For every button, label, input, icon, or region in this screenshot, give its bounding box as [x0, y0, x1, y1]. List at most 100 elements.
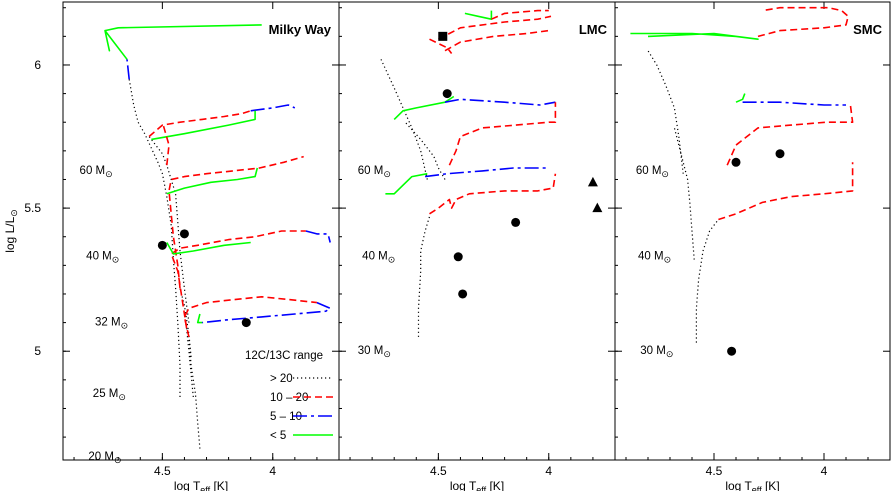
mass-label-text: 60 M — [80, 165, 106, 177]
mass-label-text: 60 M — [358, 165, 384, 177]
track-25-segment — [186, 328, 194, 398]
track-40-segment — [726, 104, 854, 166]
track-30-segment — [417, 216, 431, 337]
panel-title: Milky Way — [269, 22, 332, 37]
mass-label: 30 M⊙ — [640, 345, 673, 359]
legend-entry-label: 5 – 10 — [270, 411, 302, 423]
panel-smc-frame — [614, 1, 891, 461]
data-marker-circle — [453, 252, 463, 262]
track-40-segment — [448, 102, 557, 166]
data-marker-circle — [442, 89, 452, 99]
legend-entry-label: > 20 — [270, 373, 293, 385]
data-marker-circle — [727, 346, 737, 356]
track-40-segment — [673, 127, 695, 260]
data-marker-circle — [241, 318, 251, 328]
track-20-segment — [196, 313, 203, 324]
track-40-segment — [151, 110, 256, 141]
track-25-segment — [166, 241, 251, 255]
track-20-segment — [202, 301, 331, 324]
sun-symbol: ⊙ — [383, 169, 391, 179]
x-tick-label: 4 — [269, 464, 276, 478]
mass-label-text: 32 M — [95, 316, 121, 328]
mass-label: 60 M⊙ — [636, 165, 669, 179]
x-axis-label-main: log T — [174, 479, 201, 491]
mass-label: 60 M⊙ — [358, 165, 391, 179]
track-20-segment — [183, 296, 317, 338]
panel-title: SMC — [853, 22, 883, 37]
track-60-segment — [438, 15, 552, 40]
track-25-segment — [170, 230, 306, 329]
track-60-segment — [104, 24, 262, 60]
track-40-segment — [250, 104, 296, 112]
data-marker-circle — [458, 289, 468, 299]
sun-symbol: ⊙ — [661, 169, 669, 179]
y-axis-label: log L/L⊙ — [3, 209, 19, 253]
mass-label-text: 20 M — [88, 451, 114, 463]
mass-label: 40 M⊙ — [638, 251, 671, 265]
track-60-segment — [757, 6, 849, 38]
sun-symbol: ⊙ — [118, 392, 126, 402]
data-marker-square — [438, 31, 448, 41]
mass-label-text: 25 M — [93, 388, 119, 400]
track-40-segment — [444, 98, 556, 106]
mass-label: 30 M⊙ — [358, 345, 391, 359]
track-30-segment — [385, 172, 428, 195]
track-60-segment — [126, 59, 130, 80]
mass-label: 40 M⊙ — [86, 251, 119, 265]
legend-title: 12C/13C range — [245, 350, 323, 362]
x-axis-label: log Teff [K] — [450, 479, 504, 491]
mass-label: 25 M⊙ — [93, 388, 126, 402]
track-32-segment — [166, 167, 259, 195]
sun-symbol: ⊙ — [666, 349, 674, 359]
legend: 12C/13C range > 20 10 – 20 5 – 10 < 5 — [245, 350, 333, 442]
track-60-segment — [464, 10, 493, 20]
x-tick-label: 4.5 — [430, 464, 447, 478]
mass-label-text: 30 M — [640, 345, 666, 357]
track-40-segment — [404, 121, 446, 180]
legend-entry-label: 10 – 20 — [270, 392, 308, 404]
track-60-segment — [630, 32, 759, 40]
sun-symbol: ⊙ — [105, 169, 113, 179]
mass-label-text: 40 M — [362, 251, 388, 263]
track-30-segment — [424, 167, 549, 178]
track-25-segment — [305, 230, 331, 243]
sun-symbol: ⊙ — [114, 455, 122, 465]
y-axis-label-sub: ⊙ — [9, 209, 19, 217]
track-60-segment — [380, 59, 428, 180]
track-60-segment — [429, 38, 453, 54]
mass-label-text: 60 M — [636, 165, 662, 177]
track-30-segment — [695, 219, 719, 343]
track-30-segment — [718, 162, 854, 221]
data-marker-circle — [179, 229, 189, 239]
x-axis-label-unit: [K] — [210, 479, 228, 491]
sun-symbol: ⊙ — [388, 255, 396, 265]
x-axis-label-sub: eff — [200, 485, 210, 491]
panel-lmc-frame — [338, 1, 616, 461]
x-axis-label-main: log T — [725, 479, 752, 491]
sun-symbol: ⊙ — [121, 320, 129, 330]
track-40-segment — [742, 101, 846, 106]
x-axis-label-sub: eff — [476, 485, 486, 491]
data-marker-circle — [157, 240, 167, 250]
track-60-segment — [444, 29, 549, 52]
y-tick-label: 5 — [34, 344, 41, 358]
mass-label: 32 M⊙ — [95, 316, 128, 330]
data-marker-circle — [731, 157, 741, 167]
mass-label-text: 30 M — [358, 345, 384, 357]
sun-symbol: ⊙ — [383, 349, 391, 359]
sun-symbol: ⊙ — [112, 255, 120, 265]
data-marker-circle — [511, 217, 521, 227]
sun-symbol: ⊙ — [664, 255, 672, 265]
data-marker-triangle — [592, 202, 603, 213]
track-40-segment — [393, 95, 455, 120]
track-32-segment — [179, 288, 192, 357]
y-axis-label-main: log L/L — [3, 216, 17, 252]
legend-entry-label: < 5 — [270, 430, 286, 442]
x-axis-label: log Teff [K] — [174, 479, 228, 491]
x-axis-label: log Teff [K] — [725, 479, 779, 491]
track-20-segment — [188, 336, 201, 449]
track-40-segment — [148, 136, 190, 323]
